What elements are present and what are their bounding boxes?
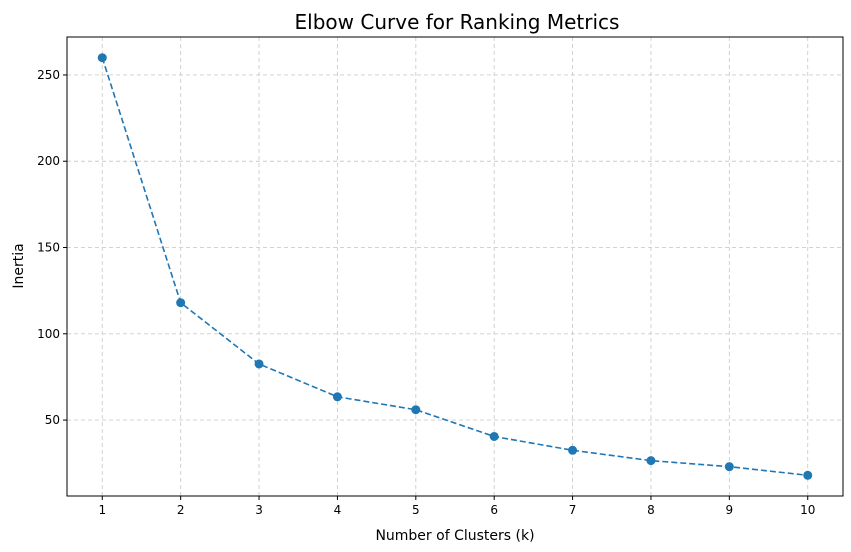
x-tick-label: 1 [98, 503, 106, 517]
y-axis-label: Inertia [11, 243, 27, 288]
data-point [176, 298, 186, 308]
x-tick-label: 7 [569, 503, 577, 517]
x-tick-label: 5 [412, 503, 420, 517]
data-point [411, 405, 421, 415]
data-point [489, 431, 499, 441]
series-layer [97, 53, 813, 480]
y-tick-label: 50 [45, 413, 60, 427]
data-point [332, 392, 342, 402]
data-point [803, 470, 813, 480]
series-line [101, 57, 808, 477]
data-point [646, 456, 656, 466]
x-tick-label: 4 [334, 503, 342, 517]
y-axis: 50 100 150 200 250 [37, 68, 67, 427]
x-tick-label: 9 [726, 503, 734, 517]
x-tick-label: 3 [255, 503, 263, 517]
x-axis: 1 2 3 4 5 6 7 8 9 10 [98, 496, 815, 517]
x-tick-label: 8 [647, 503, 655, 517]
grid [67, 37, 843, 496]
data-point [254, 359, 264, 369]
x-axis-label: Number of Clusters (k) [375, 528, 534, 544]
data-point [568, 445, 578, 455]
chart-title: Elbow Curve for Ranking Metrics [295, 10, 620, 34]
y-tick-label: 200 [37, 154, 60, 168]
x-tick-label: 6 [490, 503, 498, 517]
y-tick-label: 250 [37, 68, 60, 82]
y-tick-label: 150 [37, 241, 60, 255]
x-tick-label: 2 [177, 503, 185, 517]
data-point [97, 53, 107, 63]
plot-area-frame [66, 36, 844, 497]
y-tick-label: 100 [37, 327, 60, 341]
data-point [724, 462, 734, 472]
x-tick-label: 10 [800, 503, 815, 517]
